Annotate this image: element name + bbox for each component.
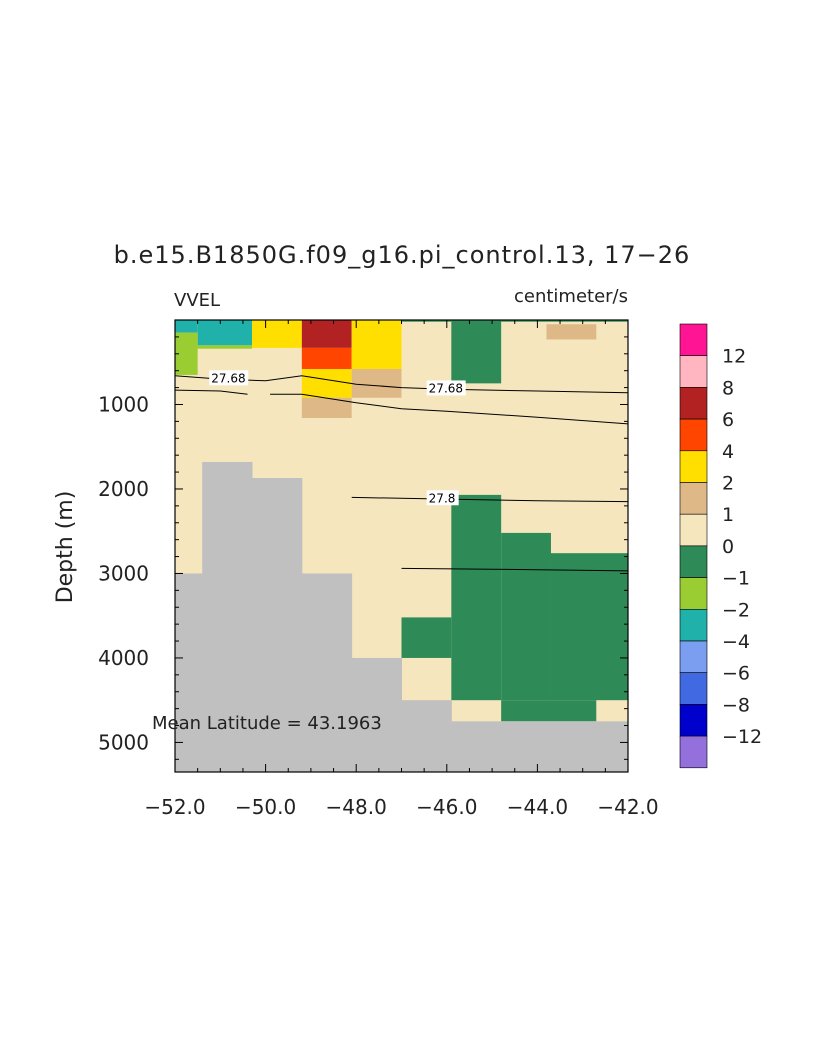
land-mask [252,477,303,772]
plot-area [175,320,629,772]
contour-label: 27.68 [211,371,245,385]
heatmap-cell [501,700,597,722]
heatmap-cell [175,320,198,333]
heatmap-cell [252,320,302,348]
variable-label: VVEL [174,290,220,311]
legend-label: 1 [722,504,734,526]
legend-swatch [679,545,708,578]
land-mask [451,721,629,772]
legend-label: −8 [722,694,750,716]
legend-label: 12 [722,346,746,368]
color-legend: 12 8 6 4 2 1 0 −1 −2 −4 −6 −8 −12 [679,323,762,769]
contour-label-box [426,490,459,506]
heatmap-cell [351,320,402,370]
heatmap-cell [175,332,198,375]
contour-lines: 27.68 27.68 27.8 [174,370,629,572]
legend-label: −1 [722,568,750,590]
y-tick-label: 4000 [98,646,149,670]
units-label: centimeter/s [514,286,628,307]
heatmap-cell [451,320,502,384]
chart-title: b.e15.B1850G.f09_g16.pi_control.13, 17−2… [114,241,691,269]
x-tick-label: −52.0 [144,795,205,819]
legend-swatch [679,608,708,642]
y-axis-label: Depth (m) [53,491,78,604]
legend-swatch [679,387,708,420]
x-tick-label: −42.0 [597,795,658,819]
legend-label: 6 [722,409,734,431]
heatmap-cell [301,397,352,419]
x-tick-label: −46.0 [416,795,477,819]
legend-swatch [679,450,708,483]
legend-swatch [679,418,708,452]
heatmap-cell [451,494,502,701]
legend-label: 0 [722,536,734,558]
legend-swatch [679,704,708,737]
axes: −52.0 −50.0 −48.0 −46.0 −44.0 −42.0 1000 2000 30… [98,319,659,819]
legend-swatch [679,735,708,769]
legend-label: 4 [722,441,734,463]
legend-swatch [679,513,708,547]
legend-swatch [679,355,708,388]
y-tick-label: 3000 [98,561,149,585]
y-tick-label: 2000 [98,477,149,501]
legend-swatch [679,640,708,674]
y-tick-label: 1000 [98,392,149,416]
land-mask [175,573,203,772]
contour-line [174,389,248,395]
land-mask [351,657,402,772]
x-tick-label: −48.0 [326,795,387,819]
contour-label: 27.68 [429,381,463,395]
legend-label: −4 [722,631,750,653]
contour-label: 27.8 [429,491,456,505]
heatmap-cell [301,347,352,370]
legend-swatch [679,672,708,705]
legend-swatch [679,577,708,610]
heatmap-cell [351,369,402,398]
heatmap-cell [197,320,253,346]
heatmap-cell [501,532,551,701]
legend-label: 8 [722,377,734,399]
contour-label-box [209,370,249,386]
legend-label: −2 [722,599,750,621]
contour-line [401,567,629,572]
contour-line [270,393,629,425]
legend-label: 2 [722,473,734,495]
legend-swatch [679,323,708,357]
land-mask [202,461,253,772]
x-tick-label: −50.0 [235,795,296,819]
heatmap-cell [301,320,352,348]
contour-label-box [426,380,466,396]
legend-label: −12 [722,726,762,748]
heatmap-cell [546,324,597,340]
mean-latitude-annotation: Mean Latitude = 43.1963 [152,713,382,734]
heatmap-cell [401,617,452,658]
heatmap-cell [501,320,628,322]
land-mask [401,700,452,772]
legend-label: −6 [722,663,750,685]
heatmap-cell [301,369,352,398]
land-mask [301,573,353,772]
x-tick-label: −44.0 [507,795,568,819]
heatmap-cell [550,553,628,701]
y-tick-label: 5000 [98,730,149,754]
contour-line [351,496,629,503]
heatmap-cell [401,320,452,322]
legend-swatch [679,482,708,515]
heatmap-cell [197,345,253,349]
